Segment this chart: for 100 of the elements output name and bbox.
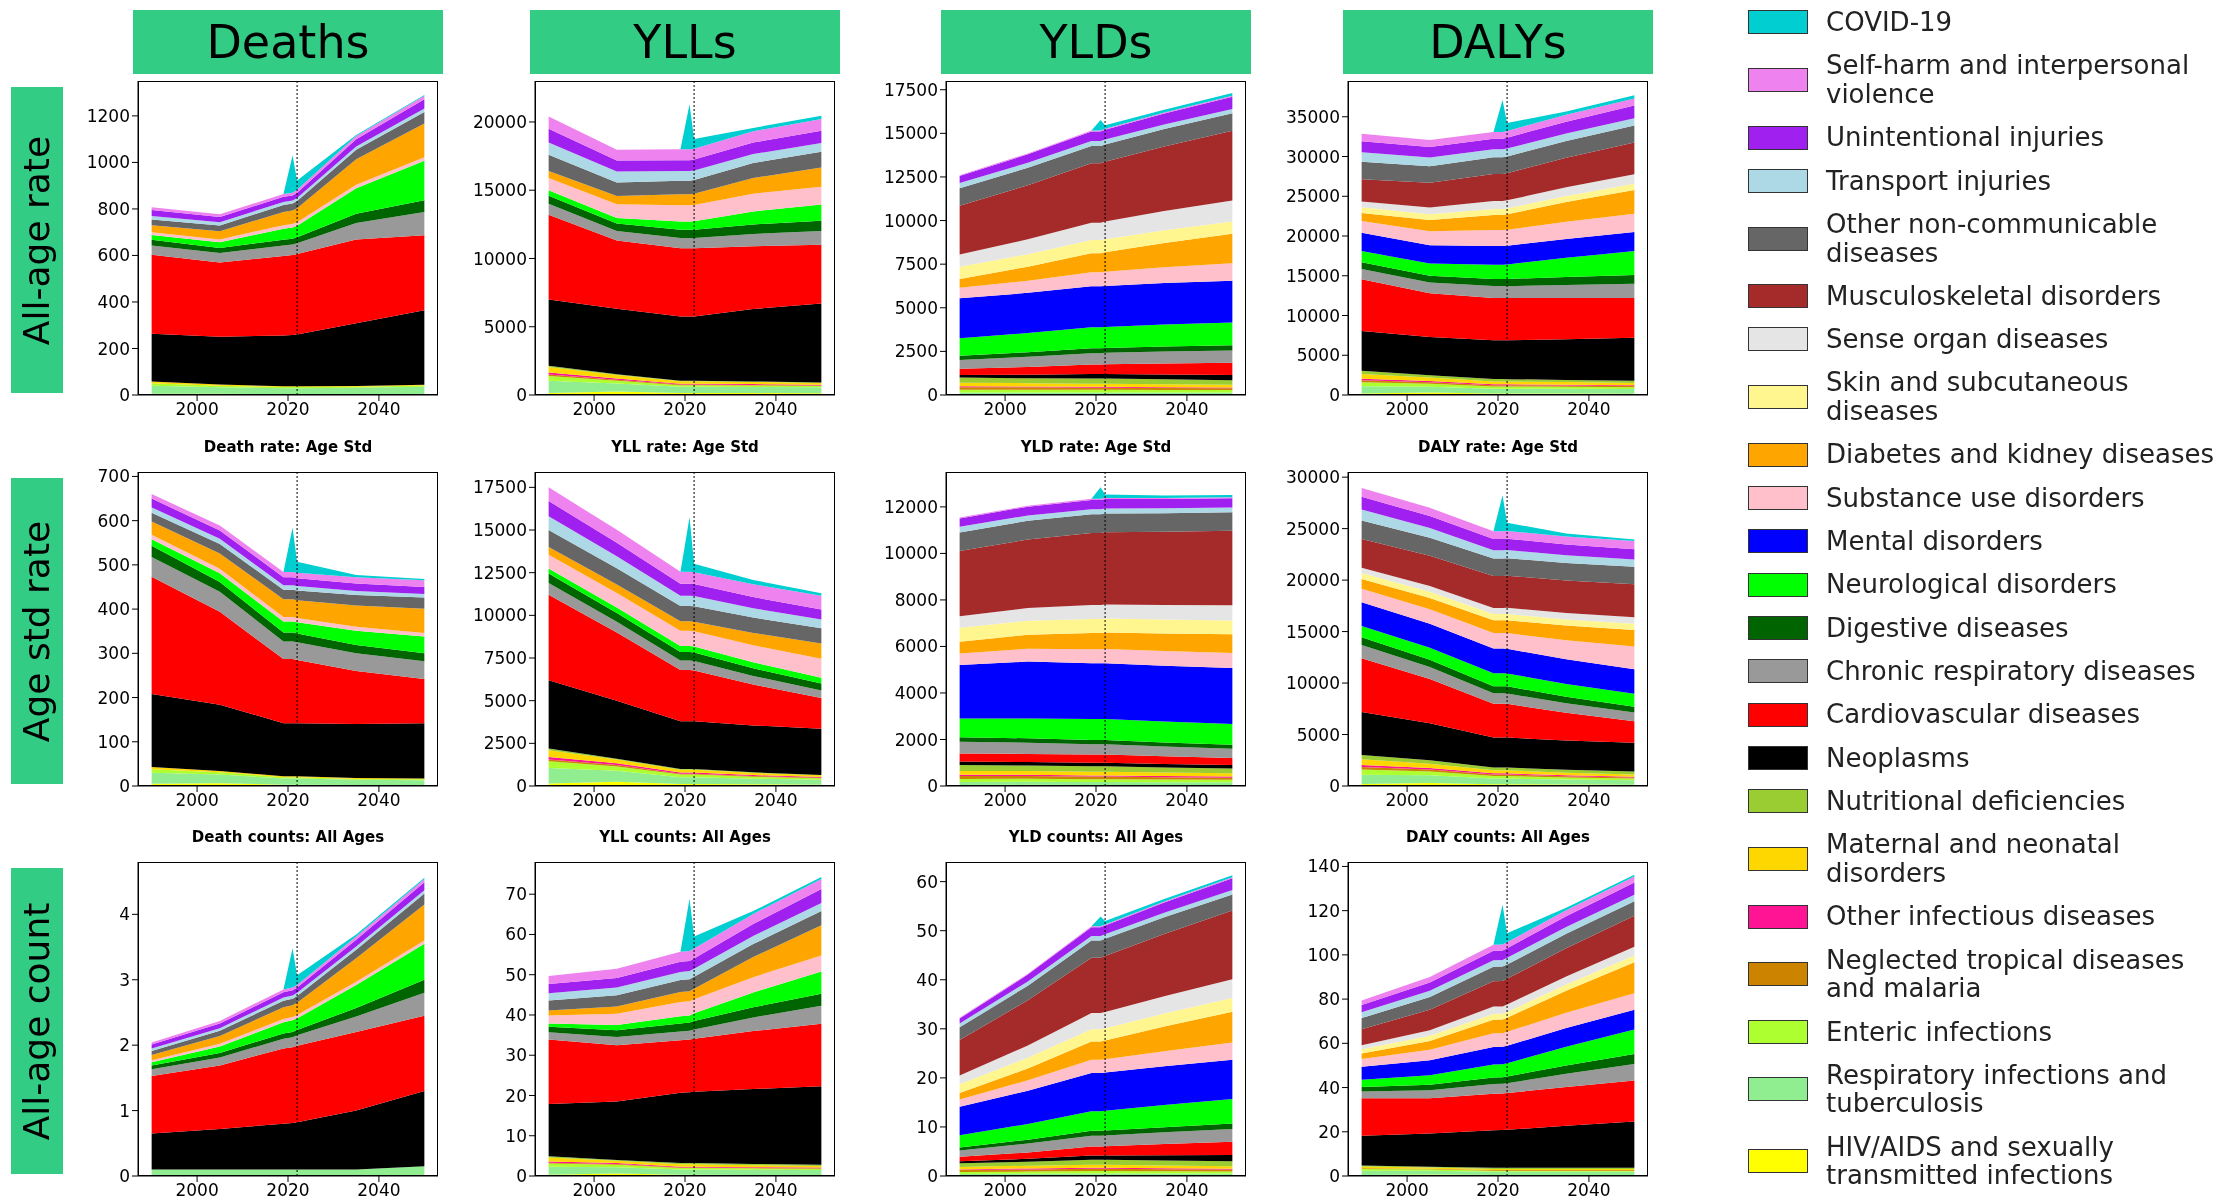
x-tick-label: 2000 <box>175 1180 219 1199</box>
y-tick-label: 0 <box>927 1166 938 1187</box>
y-tick-label: 15000 <box>883 123 938 144</box>
x-tick-label: 2040 <box>1165 399 1209 420</box>
x-tick-label: 2020 <box>1476 1180 1520 1199</box>
y-tick-label: 10000 <box>472 248 527 269</box>
x-tick-label: 2000 <box>983 399 1027 420</box>
y-tick-label: 140 <box>1307 856 1340 877</box>
y-tick-label: 20 <box>1318 1121 1340 1142</box>
y-tick-label: 200 <box>97 338 130 359</box>
y-tick-label: 800 <box>97 198 130 219</box>
y-tick-label: 0 <box>119 385 130 406</box>
x-tick-label: 2020 <box>663 399 707 420</box>
chart-title: Deaths <box>133 10 443 74</box>
legend-label: Cardiovascular diseases <box>1826 699 2140 730</box>
legend-label: Transport injuries <box>1826 165 2052 196</box>
chart-title: YLD counts: All Ages <box>1007 828 1185 846</box>
y-tick-label: 0 <box>1329 1166 1340 1187</box>
legend-label: Other non-communicable diseases <box>1826 208 2159 268</box>
x-tick-label: 2000 <box>175 790 219 811</box>
y-tick-label: 7500 <box>483 648 527 669</box>
y-tick-label: 15000 <box>472 520 527 541</box>
y-tick-label: 100 <box>97 731 130 752</box>
legend-label: COVID-19 <box>1826 7 1953 37</box>
y-tick-label: 20000 <box>1285 226 1340 247</box>
y-tick-label: 50 <box>505 964 527 985</box>
x-tick-label: 2000 <box>1385 790 1429 811</box>
x-tick-label: 2000 <box>1385 1180 1429 1199</box>
legend-label: Digestive diseases <box>1826 612 2069 643</box>
y-tick-label: 25000 <box>1285 518 1340 539</box>
x-tick-label: 2020 <box>1476 790 1520 811</box>
x-tick-label: 2000 <box>572 1180 616 1199</box>
y-tick-label: 100 <box>1307 944 1340 965</box>
y-tick-label: 17500 <box>883 79 938 100</box>
y-tick-label: 4000 <box>894 683 938 703</box>
y-tick-label: 700 <box>97 466 130 487</box>
chart-title: YLL rate: Age Std <box>610 438 760 456</box>
legend-label: Mental disorders <box>1826 526 2043 557</box>
x-tick-label: 2020 <box>663 1180 707 1199</box>
x-tick-label: 2020 <box>1074 790 1118 811</box>
y-axis-title: Age std rate <box>16 520 58 742</box>
legend-label: Musculoskeletal disorders <box>1826 280 2162 311</box>
y-tick-label: 30000 <box>1285 146 1340 167</box>
x-tick-label: 2040 <box>754 399 798 420</box>
y-tick-label: 0 <box>516 776 527 797</box>
x-tick-label: 2040 <box>1567 1180 1611 1199</box>
y-tick-label: 5000 <box>1296 724 1340 745</box>
chart-title: DALY rate: Age Std <box>1417 438 1579 456</box>
y-tick-label: 600 <box>97 245 130 266</box>
y-tick-label: 80 <box>1318 989 1340 1010</box>
y-tick-label: 3 <box>119 969 130 990</box>
y-tick-label: 2500 <box>483 733 527 754</box>
y-tick-label: 1000 <box>86 152 130 173</box>
y-tick-label: 20000 <box>1285 570 1340 591</box>
y-axis-title: All-age rate <box>16 135 58 345</box>
y-tick-label: 50 <box>916 920 938 941</box>
legend-label: Nutritional deficiencies <box>1826 786 2126 817</box>
y-tick-label: 10000 <box>883 543 938 564</box>
y-tick-label: 10000 <box>1285 305 1340 326</box>
x-tick-label: 2020 <box>1074 1180 1118 1199</box>
x-tick-label: 2040 <box>1165 790 1209 811</box>
x-tick-label: 2000 <box>572 399 616 420</box>
y-tick-label: 5000 <box>483 316 527 337</box>
x-tick-label: 2000 <box>983 790 1027 811</box>
y-tick-label: 12500 <box>883 166 938 187</box>
y-tick-label: 0 <box>1329 385 1340 406</box>
y-tick-label: 5000 <box>894 297 938 318</box>
legend-label: Unintentional injuries <box>1826 122 2104 153</box>
legend-label: Other infectious diseases <box>1826 901 2156 932</box>
y-tick-label: 6000 <box>894 636 938 657</box>
x-tick-label: 2020 <box>1074 399 1118 420</box>
x-tick-label: 2040 <box>357 1180 401 1199</box>
y-axis-title: All-age count <box>16 902 58 1140</box>
y-tick-label: 0 <box>516 385 527 406</box>
y-tick-label: 10000 <box>472 605 527 626</box>
y-tick-label: 7500 <box>894 254 938 275</box>
y-tick-label: 1200 <box>86 105 130 126</box>
legend-label: Enteric infections <box>1826 1016 2053 1047</box>
y-tick-label: 30 <box>916 1018 938 1039</box>
chart-title: DALYs <box>1343 10 1653 74</box>
y-tick-label: 120 <box>1307 900 1340 921</box>
y-tick-label: 40 <box>916 969 938 990</box>
y-tick-label: 0 <box>927 776 938 797</box>
y-tick-label: 400 <box>97 292 130 312</box>
y-tick-label: 30000 <box>1285 467 1340 488</box>
y-tick-label: 15000 <box>1285 621 1340 642</box>
legend-label: Neoplasms <box>1826 742 1970 773</box>
x-tick-label: 2040 <box>1567 790 1611 811</box>
y-tick-label: 20 <box>505 1085 527 1106</box>
chart-title: YLLs <box>530 10 840 74</box>
y-tick-label: 40 <box>505 1005 527 1026</box>
x-tick-label: 2020 <box>266 1180 310 1199</box>
y-tick-label: 10000 <box>883 210 938 231</box>
y-tick-label: 10 <box>505 1125 527 1146</box>
y-tick-label: 17500 <box>472 477 527 498</box>
x-tick-label: 2040 <box>357 399 401 420</box>
x-tick-label: 2000 <box>175 399 219 420</box>
x-tick-label: 2020 <box>663 790 707 811</box>
y-tick-label: 12000 <box>883 496 938 517</box>
chart-title: Death rate: Age Std <box>202 438 374 456</box>
